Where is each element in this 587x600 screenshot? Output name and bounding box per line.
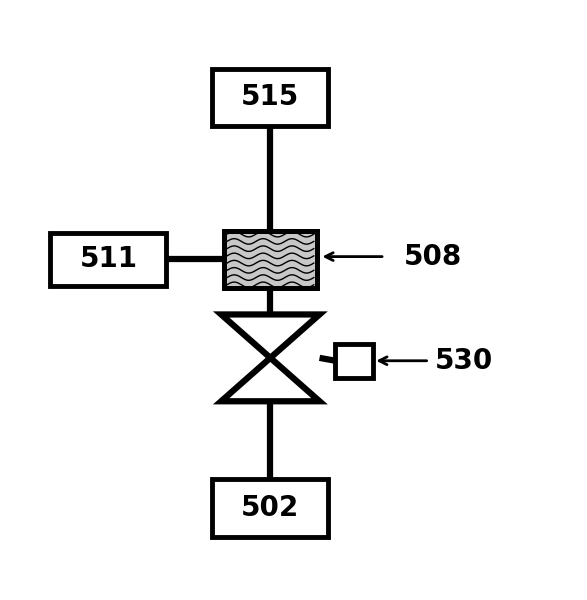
Text: 511: 511 bbox=[79, 245, 137, 274]
Text: 508: 508 bbox=[403, 242, 462, 271]
Polygon shape bbox=[221, 314, 319, 358]
Text: 515: 515 bbox=[241, 83, 299, 112]
Text: 530: 530 bbox=[436, 347, 494, 375]
Bar bbox=[212, 68, 328, 127]
Bar bbox=[212, 479, 328, 537]
Polygon shape bbox=[221, 358, 319, 401]
Bar bbox=[335, 344, 373, 377]
Text: 502: 502 bbox=[241, 494, 299, 523]
Bar bbox=[224, 230, 316, 289]
Bar bbox=[224, 230, 316, 289]
Bar bbox=[50, 233, 166, 286]
